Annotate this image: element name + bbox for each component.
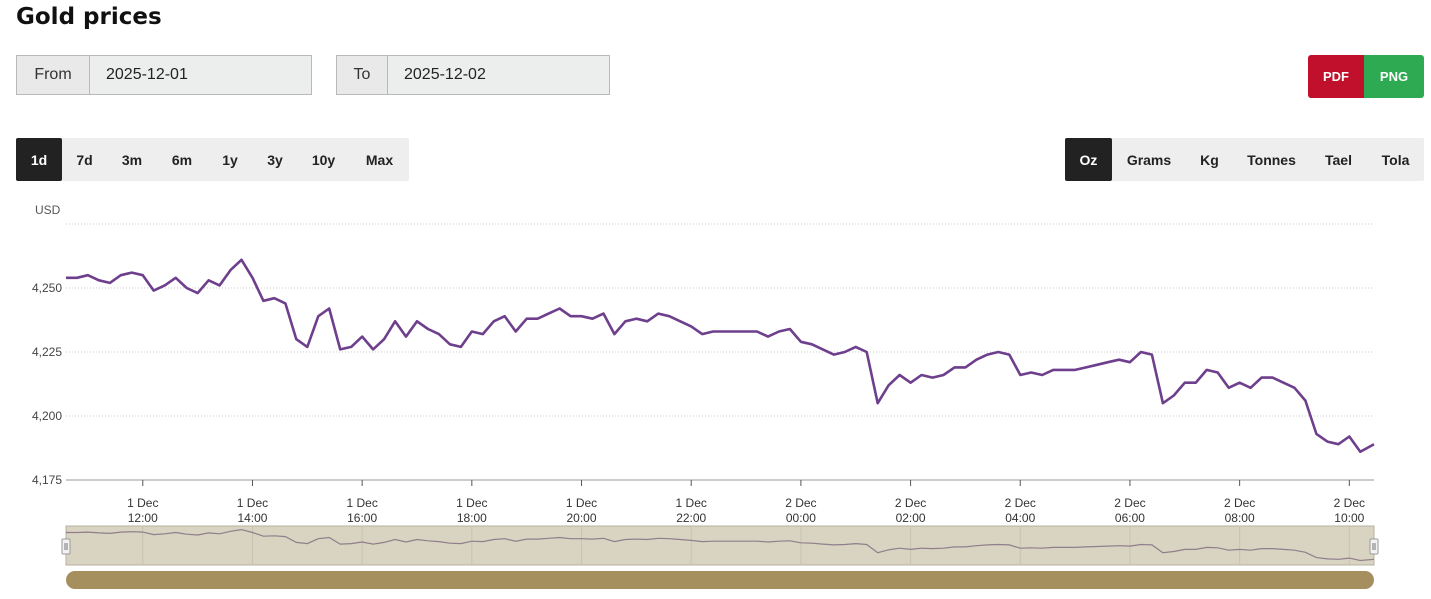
y-tick-label: 4,175 bbox=[32, 473, 62, 487]
unit-button-grams[interactable]: Grams bbox=[1112, 138, 1186, 181]
navigator-left-handle[interactable] bbox=[61, 538, 71, 555]
y-tick-label: 4,225 bbox=[32, 345, 62, 359]
y-tick-label: 4,200 bbox=[32, 409, 62, 423]
from-date-field: From bbox=[16, 55, 312, 95]
x-tick-time-label: 10:00 bbox=[1334, 511, 1364, 525]
x-tick-time-label: 22:00 bbox=[676, 511, 706, 525]
unit-button-tola[interactable]: Tola bbox=[1367, 138, 1424, 181]
x-tick-time-label: 12:00 bbox=[128, 511, 158, 525]
x-tick-date-label: 1 Dec bbox=[456, 496, 487, 510]
x-tick-date-label: 1 Dec bbox=[676, 496, 707, 510]
range-button-10y[interactable]: 10y bbox=[297, 138, 350, 181]
range-button-3y[interactable]: 3y bbox=[253, 138, 297, 181]
x-tick-date-label: 2 Dec bbox=[1005, 496, 1036, 510]
to-date-input[interactable] bbox=[388, 56, 609, 94]
range-button-max[interactable]: Max bbox=[350, 138, 409, 181]
y-tick-label: 4,250 bbox=[32, 281, 62, 295]
from-date-input[interactable] bbox=[90, 56, 311, 94]
png-export-button[interactable]: PNG bbox=[1364, 55, 1424, 98]
x-tick-time-label: 14:00 bbox=[237, 511, 267, 525]
export-buttons: PDF PNG bbox=[1308, 55, 1424, 98]
x-tick-date-label: 2 Dec bbox=[895, 496, 926, 510]
x-tick-date-label: 2 Dec bbox=[1114, 496, 1145, 510]
price-line bbox=[66, 258, 1375, 454]
navigator-series-line bbox=[66, 528, 1375, 562]
unit-selector: Oz Grams Kg Tonnes Tael Tola bbox=[1065, 138, 1424, 181]
x-tick-time-label: 06:00 bbox=[1115, 511, 1145, 525]
navigator-scrollbar[interactable] bbox=[66, 571, 1374, 589]
x-tick-date-label: 1 Dec bbox=[346, 496, 377, 510]
x-tick-date-label: 2 Dec bbox=[1334, 496, 1365, 510]
navigator-window bbox=[65, 525, 1375, 566]
unit-button-kg[interactable]: Kg bbox=[1186, 138, 1233, 181]
y-axis-unit-label: USD bbox=[35, 203, 61, 217]
to-date-field: To bbox=[336, 55, 610, 95]
x-tick-time-label: 04:00 bbox=[1005, 511, 1035, 525]
unit-button-oz[interactable]: Oz bbox=[1065, 138, 1112, 181]
x-tick-time-label: 02:00 bbox=[896, 511, 926, 525]
range-button-6m[interactable]: 6m bbox=[157, 138, 207, 181]
from-label: From bbox=[17, 56, 90, 94]
x-tick-date-label: 1 Dec bbox=[237, 496, 268, 510]
x-tick-time-label: 00:00 bbox=[786, 511, 816, 525]
x-tick-date-label: 2 Dec bbox=[1224, 496, 1255, 510]
range-button-3m[interactable]: 3m bbox=[107, 138, 157, 181]
to-label: To bbox=[337, 56, 388, 94]
navigator-right-handle[interactable] bbox=[1369, 538, 1379, 555]
time-range-selector: 1d 7d 3m 6m 1y 3y 10y Max bbox=[16, 138, 409, 181]
x-tick-time-label: 16:00 bbox=[347, 511, 377, 525]
unit-button-tael[interactable]: Tael bbox=[1310, 138, 1367, 181]
page-title: Gold prices bbox=[16, 4, 162, 30]
x-tick-date-label: 1 Dec bbox=[566, 496, 597, 510]
range-button-1d[interactable]: 1d bbox=[16, 138, 62, 181]
x-tick-date-label: 2 Dec bbox=[785, 496, 816, 510]
range-button-7d[interactable]: 7d bbox=[62, 138, 107, 181]
x-tick-time-label: 20:00 bbox=[567, 511, 597, 525]
pdf-export-button[interactable]: PDF bbox=[1308, 55, 1364, 98]
range-button-1y[interactable]: 1y bbox=[207, 138, 253, 181]
unit-button-tonnes[interactable]: Tonnes bbox=[1233, 138, 1310, 181]
x-tick-date-label: 1 Dec bbox=[127, 496, 158, 510]
x-tick-time-label: 18:00 bbox=[457, 511, 487, 525]
x-tick-time-label: 08:00 bbox=[1225, 511, 1255, 525]
